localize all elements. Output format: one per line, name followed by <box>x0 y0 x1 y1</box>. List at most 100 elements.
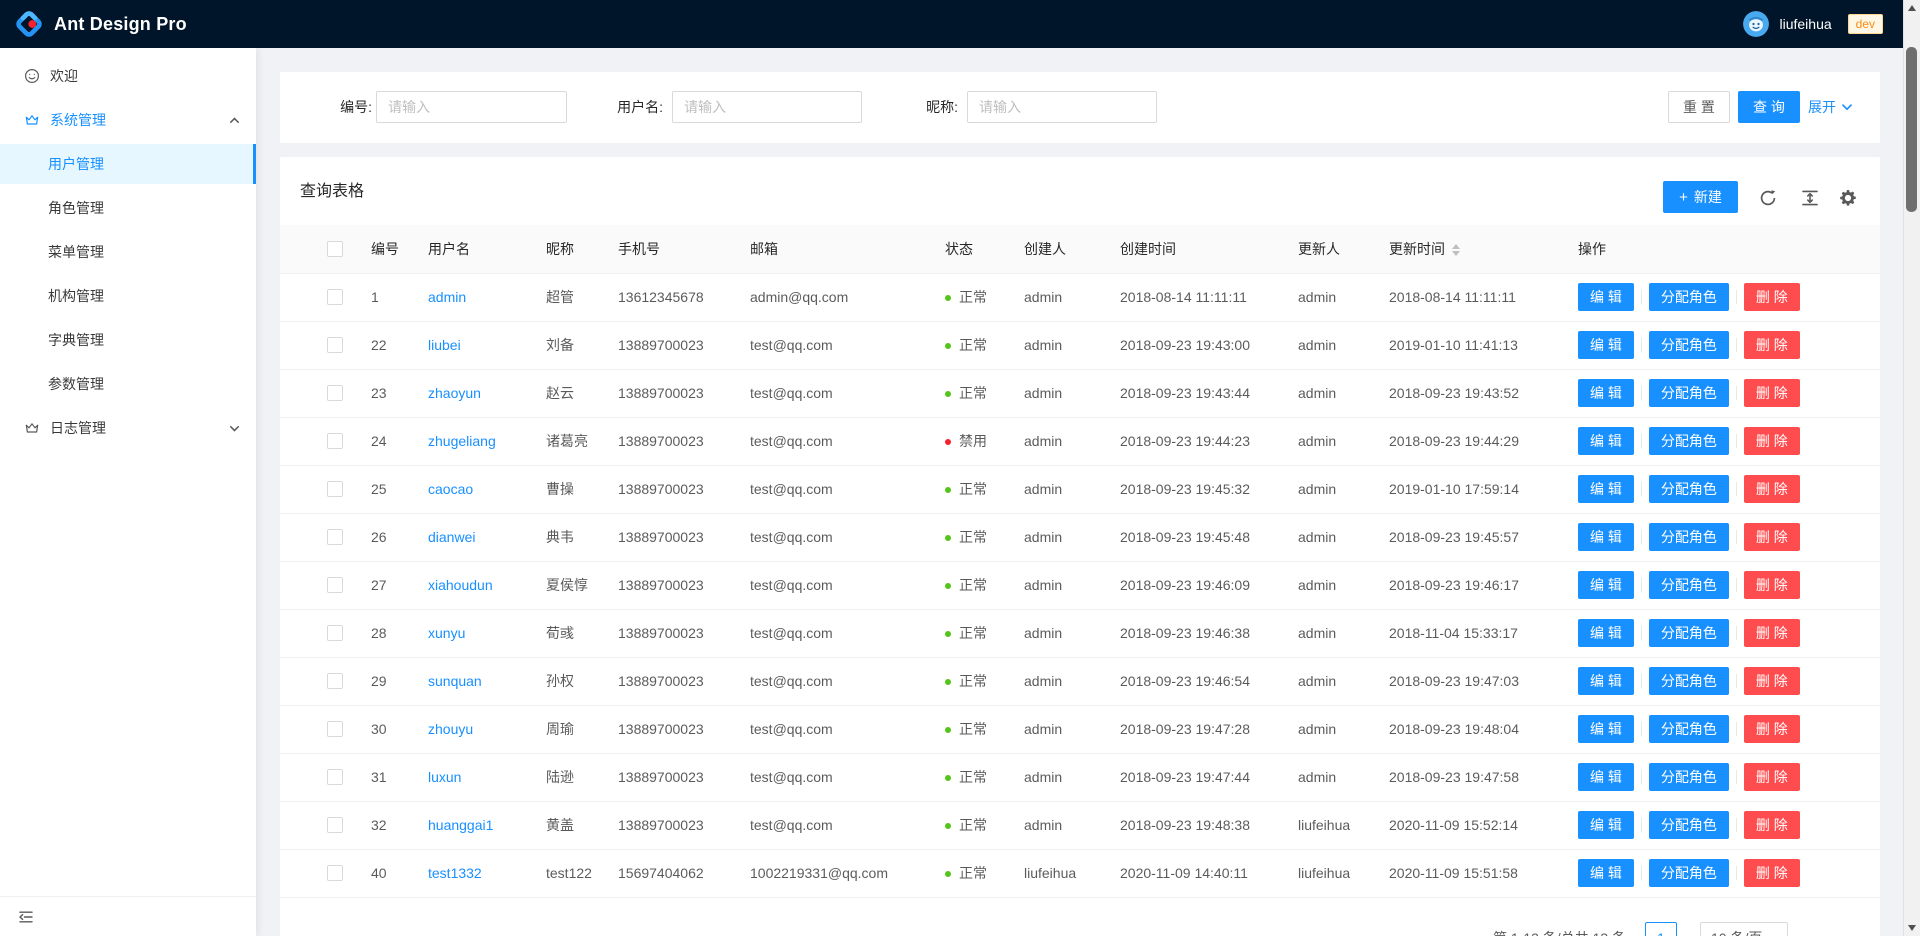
assign-role-button[interactable]: 分配角色 <box>1648 283 1729 311</box>
row-checkbox[interactable] <box>327 433 343 449</box>
user-link[interactable]: xunyu <box>428 625 466 641</box>
assign-role-button[interactable]: 分配角色 <box>1648 331 1729 359</box>
sidebar-item-param-management[interactable]: 参数管理 <box>0 364 256 404</box>
sidebar-collapse-trigger[interactable] <box>0 896 256 936</box>
delete-button[interactable]: 删 除 <box>1743 475 1800 503</box>
row-checkbox[interactable] <box>327 289 343 305</box>
edit-button[interactable]: 编 辑 <box>1578 427 1634 455</box>
edit-button[interactable]: 编 辑 <box>1578 811 1634 839</box>
id-search-input[interactable] <box>376 91 567 123</box>
delete-button[interactable]: 删 除 <box>1743 379 1800 407</box>
pagination-page-1[interactable]: 1 <box>1645 922 1677 936</box>
user-link[interactable]: zhugeliang <box>428 433 496 449</box>
assign-role-button[interactable]: 分配角色 <box>1648 667 1729 695</box>
row-checkbox[interactable] <box>327 625 343 641</box>
assign-role-button[interactable]: 分配角色 <box>1648 763 1729 791</box>
sidebar-item-welcome[interactable]: 欢迎 <box>0 56 256 96</box>
delete-button[interactable]: 删 除 <box>1743 715 1800 743</box>
column-height-icon[interactable] <box>1800 188 1820 208</box>
edit-button[interactable]: 编 辑 <box>1578 379 1634 407</box>
row-checkbox[interactable] <box>327 385 343 401</box>
scrollbar-thumb[interactable] <box>1906 47 1917 212</box>
row-checkbox[interactable] <box>327 529 343 545</box>
row-checkbox[interactable] <box>327 337 343 353</box>
delete-button[interactable]: 删 除 <box>1743 859 1800 887</box>
sidebar-item-org-management[interactable]: 机构管理 <box>0 276 256 316</box>
edit-button[interactable]: 编 辑 <box>1578 523 1634 551</box>
edit-button[interactable]: 编 辑 <box>1578 283 1634 311</box>
column-header[interactable]: 更新时间 <box>1381 225 1570 274</box>
assign-role-button[interactable]: 分配角色 <box>1648 379 1729 407</box>
sidebar-item-dict-management[interactable]: 字典管理 <box>0 320 256 360</box>
row-checkbox[interactable] <box>327 721 343 737</box>
edit-button[interactable]: 编 辑 <box>1578 475 1634 503</box>
expand-link[interactable]: 展开 <box>1808 91 1853 123</box>
edit-button[interactable]: 编 辑 <box>1578 715 1634 743</box>
row-checkbox[interactable] <box>327 817 343 833</box>
assign-role-button[interactable]: 分配角色 <box>1648 523 1729 551</box>
cell-update-time: 2018-09-23 19:44:29 <box>1381 417 1570 466</box>
user-link[interactable]: zhouyu <box>428 721 474 737</box>
delete-button[interactable]: 删 除 <box>1743 571 1800 599</box>
user-link[interactable]: luxun <box>428 769 462 785</box>
nickname-search-input[interactable] <box>967 91 1157 123</box>
user-link[interactable]: caocao <box>428 481 474 497</box>
user-link[interactable]: xiahoudun <box>428 577 493 593</box>
sidebar-item-role-management[interactable]: 角色管理 <box>0 188 256 228</box>
logo[interactable]: Ant Design Pro <box>14 9 187 39</box>
setting-gear-icon[interactable] <box>1838 188 1858 208</box>
scrollbar-up-arrow[interactable] <box>1908 5 1916 11</box>
assign-role-button[interactable]: 分配角色 <box>1648 571 1729 599</box>
delete-button[interactable]: 删 除 <box>1743 763 1800 791</box>
delete-button[interactable]: 删 除 <box>1743 811 1800 839</box>
delete-button[interactable]: 删 除 <box>1743 523 1800 551</box>
user-menu[interactable]: liufeihua dev <box>1743 0 1883 48</box>
query-button[interactable]: 查 询 <box>1738 91 1800 123</box>
reset-button[interactable]: 重 置 <box>1668 91 1730 123</box>
page-size-select[interactable]: 10 条/页 <box>1700 922 1788 936</box>
window-scrollbar[interactable] <box>1903 0 1920 936</box>
row-checkbox[interactable] <box>327 769 343 785</box>
assign-role-button[interactable]: 分配角色 <box>1648 475 1729 503</box>
edit-button[interactable]: 编 辑 <box>1578 619 1634 647</box>
assign-role-button[interactable]: 分配角色 <box>1648 715 1729 743</box>
user-link[interactable]: test1332 <box>428 865 482 881</box>
edit-button[interactable]: 编 辑 <box>1578 571 1634 599</box>
user-link[interactable]: dianwei <box>428 529 476 545</box>
assign-role-button[interactable]: 分配角色 <box>1648 811 1729 839</box>
sidebar-item-system-management[interactable]: 系统管理 <box>0 100 256 140</box>
edit-button[interactable]: 编 辑 <box>1578 331 1634 359</box>
row-checkbox[interactable] <box>327 865 343 881</box>
sidebar-item-log-management[interactable]: 日志管理 <box>0 408 256 448</box>
edit-button[interactable]: 编 辑 <box>1578 667 1634 695</box>
edit-button[interactable]: 编 辑 <box>1578 859 1634 887</box>
username-search-input[interactable] <box>672 91 862 123</box>
assign-role-button[interactable]: 分配角色 <box>1648 427 1729 455</box>
cell-updater: admin <box>1290 417 1381 466</box>
user-link[interactable]: zhaoyun <box>428 385 481 401</box>
user-link[interactable]: huanggai1 <box>428 817 494 833</box>
delete-button[interactable]: 删 除 <box>1743 283 1800 311</box>
delete-button[interactable]: 删 除 <box>1743 331 1800 359</box>
delete-button[interactable]: 删 除 <box>1743 427 1800 455</box>
edit-button[interactable]: 编 辑 <box>1578 763 1634 791</box>
user-avatar[interactable] <box>1743 11 1770 37</box>
scrollbar-down-arrow[interactable] <box>1908 925 1916 931</box>
delete-button[interactable]: 删 除 <box>1743 667 1800 695</box>
cell-username: test1332 <box>420 849 538 898</box>
assign-role-button[interactable]: 分配角色 <box>1648 859 1729 887</box>
sidebar-item-user-management[interactable]: 用户管理 <box>0 144 256 184</box>
reload-icon[interactable] <box>1758 188 1778 208</box>
user-link[interactable]: liubei <box>428 337 461 353</box>
select-all-checkbox[interactable] <box>327 240 343 257</box>
sidebar-item-menu-management[interactable]: 菜单管理 <box>0 232 256 272</box>
user-link[interactable]: sunquan <box>428 673 482 689</box>
row-checkbox[interactable] <box>327 577 343 593</box>
cell-phone: 13889700023 <box>610 369 742 418</box>
row-checkbox[interactable] <box>327 673 343 689</box>
row-checkbox[interactable] <box>327 481 343 497</box>
assign-role-button[interactable]: 分配角色 <box>1648 619 1729 647</box>
user-link[interactable]: admin <box>428 289 467 305</box>
delete-button[interactable]: 删 除 <box>1743 619 1800 647</box>
new-button[interactable]: + 新建 <box>1663 181 1738 213</box>
